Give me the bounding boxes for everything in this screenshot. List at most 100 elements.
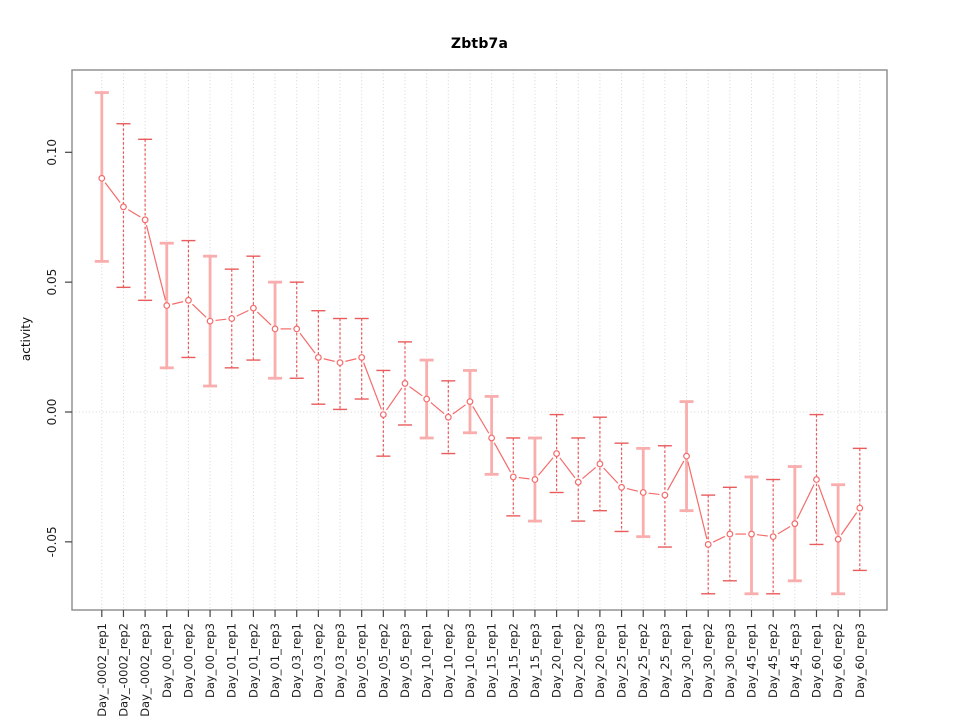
- data-point-marker: [401, 380, 409, 387]
- series-line-segment: [215, 318, 227, 322]
- series-line-segment: [472, 406, 490, 434]
- series-line-segment: [104, 182, 121, 203]
- x-tick-label: Day_25_rep3: [658, 623, 672, 698]
- x-tick-label: Day_60_rep2: [831, 623, 845, 698]
- data-point-marker: [704, 541, 712, 548]
- data-point-marker: [120, 203, 127, 211]
- series-line-segment: [236, 309, 249, 317]
- x-tick-label: Day_00_rep1: [160, 623, 174, 698]
- series-line-segment: [756, 534, 768, 537]
- data-point-marker: [791, 520, 799, 528]
- data-point-marker: [748, 530, 755, 538]
- series-line-segment: [538, 457, 554, 476]
- series-line-segment: [191, 303, 207, 318]
- x-tick-label: Day_00_rep2: [181, 623, 195, 698]
- x-tick-label: Day_60_rep3: [853, 623, 867, 698]
- chart-title: Zbtb7a: [450, 36, 509, 52]
- x-tick-label: Day_25_rep2: [636, 623, 650, 698]
- series-line-segment: [603, 467, 619, 484]
- data-point-marker: [509, 473, 517, 481]
- data-point-marker: [423, 395, 431, 403]
- series-line-segment: [430, 402, 445, 415]
- x-tick-label: Day_20_rep1: [550, 623, 564, 698]
- series-line-segment: [626, 488, 639, 492]
- data-point-marker: [531, 476, 539, 483]
- x-tick-label: Day_15_rep2: [506, 623, 520, 698]
- data-point-marker: [358, 354, 366, 361]
- x-tick-label: Day_45_rep3: [788, 623, 802, 698]
- data-point-marker: [206, 317, 214, 325]
- data-point-marker: [466, 398, 474, 406]
- series-line-segment: [817, 484, 837, 535]
- data-point-marker: [574, 478, 582, 486]
- series-line-segment: [452, 404, 466, 415]
- data-point-marker: [596, 460, 604, 468]
- data-point-marker: [553, 450, 560, 457]
- series-line-segment: [687, 461, 708, 540]
- series-line-segment: [667, 460, 685, 491]
- series-line-segment: [796, 484, 815, 519]
- x-tick-label: Day_01_rep2: [246, 623, 260, 698]
- x-tick-label: Day_03_rep2: [311, 623, 325, 698]
- data-point-marker: [271, 325, 279, 333]
- x-tick-label: Day_05_rep2: [376, 623, 390, 698]
- x-tick-label: Day_10_rep2: [441, 623, 455, 698]
- data-point-marker: [726, 530, 734, 538]
- data-point-marker: [336, 359, 344, 367]
- series-line-segment: [712, 535, 726, 543]
- x-tick-label: Day_10_rep1: [420, 623, 434, 698]
- data-point-marker: [249, 304, 257, 312]
- x-tick-label: Day_10_rep3: [463, 623, 477, 698]
- x-tick-label: Day_01_rep3: [268, 623, 282, 698]
- x-tick-label: Day_15_rep1: [485, 623, 499, 698]
- x-tick-label: Day_30_rep2: [701, 623, 715, 698]
- series-line-segment: [840, 512, 858, 536]
- data-point-marker: [98, 174, 106, 182]
- x-tick-label: Day_-0002_rep3: [138, 623, 152, 717]
- data-point-marker: [314, 354, 322, 361]
- data-point-marker: [228, 315, 236, 322]
- x-tick-label: Day_60_rep1: [809, 623, 823, 698]
- x-tick-label: Day_-0002_rep1: [95, 623, 109, 717]
- data-point-marker: [834, 535, 842, 543]
- series-line-segment: [363, 362, 382, 410]
- x-tick-label: Day_03_rep1: [290, 623, 304, 698]
- x-tick-label: Day_20_rep3: [593, 623, 607, 698]
- y-tick-label: 0.10: [45, 139, 59, 166]
- series-line-segment: [323, 358, 335, 362]
- x-tick-label: Day_25_rep1: [615, 623, 629, 698]
- x-tick-label: Day_00_rep3: [203, 623, 217, 698]
- data-point-marker: [769, 533, 777, 541]
- data-point-marker: [293, 325, 301, 333]
- series-line-segment: [345, 358, 357, 362]
- x-tick-label: Day_30_rep1: [680, 623, 694, 698]
- x-tick-label: Day_45_rep1: [745, 623, 759, 698]
- x-tick-label: Day_30_rep3: [723, 623, 737, 698]
- x-tick-label: Day_05_rep1: [355, 623, 369, 698]
- series-line-segment: [127, 209, 141, 218]
- series-line-segment: [171, 301, 184, 305]
- x-tick-label: Day_01_rep1: [225, 623, 239, 698]
- series-line-segment: [385, 387, 403, 411]
- data-point-marker: [618, 483, 625, 491]
- data-point-marker: [856, 504, 864, 512]
- data-point-marker: [661, 491, 669, 499]
- data-point-marker: [683, 452, 690, 460]
- x-tick-label: Day_20_rep2: [571, 623, 585, 698]
- series-line-segment: [777, 525, 791, 535]
- data-point-marker: [163, 302, 171, 309]
- y-tick-label: -0.05: [45, 526, 59, 557]
- series-line-segment: [299, 332, 316, 354]
- series-line-segment: [559, 457, 576, 479]
- data-point-marker: [488, 434, 496, 442]
- x-tick-label: Day_05_rep3: [398, 623, 412, 698]
- plot-box: [71, 69, 888, 611]
- x-tick-label: Day_-0002_rep2: [116, 623, 130, 717]
- series-line-segment: [493, 442, 512, 473]
- x-tick-label: Day_45_rep2: [766, 623, 780, 698]
- series-line-segment: [582, 467, 597, 480]
- series-line-segment: [648, 492, 660, 496]
- data-point-marker: [141, 216, 149, 224]
